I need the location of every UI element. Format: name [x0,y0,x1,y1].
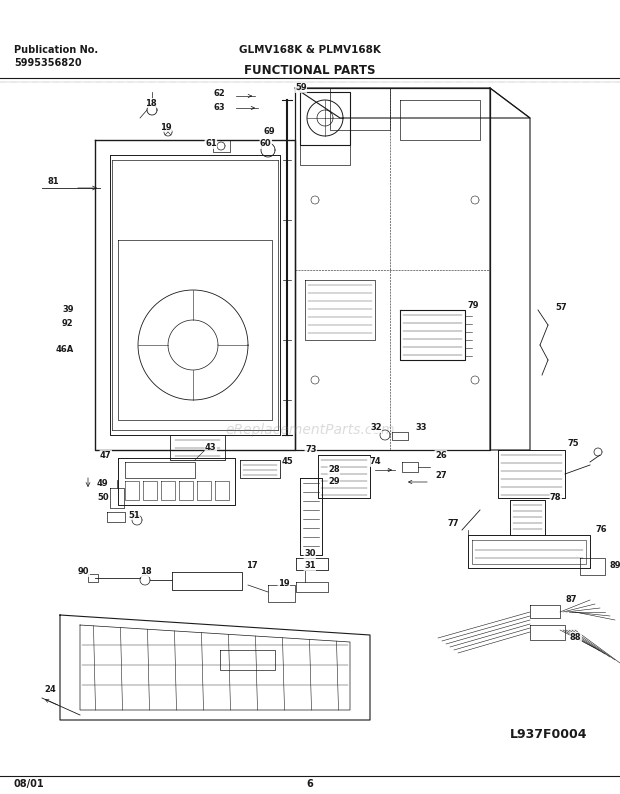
Text: 79: 79 [468,302,479,310]
Text: 87: 87 [565,596,577,604]
Text: 75: 75 [568,438,580,448]
Text: 18: 18 [140,568,152,576]
Text: GLMV168K & PLMV168K: GLMV168K & PLMV168K [239,45,381,55]
Text: 27: 27 [435,472,446,480]
Text: Publication No.: Publication No. [14,45,98,55]
Text: L937F0004: L937F0004 [510,727,588,741]
Text: 90: 90 [78,568,89,576]
Text: 63: 63 [213,102,224,111]
Text: 62: 62 [213,90,224,98]
Text: 81: 81 [47,178,59,187]
Text: 45: 45 [282,457,294,467]
Text: 29: 29 [328,477,340,487]
Text: 31: 31 [304,561,316,571]
Text: 43: 43 [205,444,216,453]
Text: 46A: 46A [56,345,74,354]
Text: 89: 89 [610,561,620,571]
Text: 69: 69 [264,128,276,137]
Text: 88: 88 [570,633,582,642]
Text: 30: 30 [304,549,316,558]
Text: FUNCTIONAL PARTS: FUNCTIONAL PARTS [244,64,376,76]
Text: 76: 76 [595,526,606,534]
Text: 51: 51 [128,511,140,519]
Text: 33: 33 [415,423,427,433]
Text: 19: 19 [278,579,290,588]
Text: 26: 26 [435,450,447,460]
Text: 47: 47 [100,450,112,460]
Text: 57: 57 [555,303,567,313]
Text: 24: 24 [44,685,56,695]
Text: 08/01: 08/01 [14,779,45,789]
Text: 59: 59 [295,83,307,92]
Text: 92: 92 [62,318,74,327]
Text: 78: 78 [550,494,562,503]
Text: 5995356820: 5995356820 [14,58,82,68]
Text: 49: 49 [97,479,108,488]
Text: 73: 73 [305,445,316,454]
Text: 50: 50 [97,494,108,503]
Text: 28: 28 [328,465,340,475]
Text: 74: 74 [370,457,382,467]
Text: 32: 32 [370,423,382,433]
Text: 19: 19 [160,122,172,132]
Text: 6: 6 [307,779,313,789]
Text: eReplacementParts.com: eReplacementParts.com [225,423,395,437]
Text: 18: 18 [145,98,157,107]
Text: 60: 60 [260,140,272,148]
Text: 77: 77 [448,518,459,527]
Text: 39: 39 [62,306,74,314]
Text: 17: 17 [246,561,258,569]
Text: 61: 61 [205,140,217,148]
